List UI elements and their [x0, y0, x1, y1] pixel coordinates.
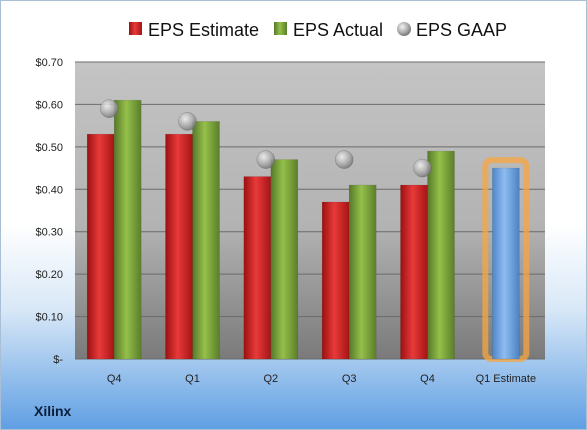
y-tick-label: $0.20	[35, 269, 63, 281]
plot-area	[75, 62, 545, 359]
y-tick-label: $0.70	[35, 57, 63, 69]
eps-estimate-bar	[321, 201, 350, 360]
eps-gaap-point	[413, 158, 432, 178]
eps-estimate-bar	[243, 176, 272, 360]
y-tick-label: $0.10	[35, 312, 63, 324]
eps-actual-bar	[427, 150, 455, 360]
estimate-bar	[492, 167, 520, 360]
eps-gaap-point	[178, 112, 197, 131]
legend-swatch	[274, 22, 287, 35]
y-tick-label: $0.60	[35, 99, 63, 111]
x-tick-label: Q2	[263, 373, 278, 385]
y-tick-label: $0.30	[35, 227, 63, 239]
legend-label: EPS Actual	[293, 20, 383, 40]
legend-swatch	[129, 22, 142, 35]
x-tick-label: Q1 Estimate	[476, 373, 537, 385]
eps-estimate-bar	[86, 133, 115, 360]
y-tick-label: $0.40	[35, 184, 63, 196]
y-tick-label: $0.50	[35, 142, 63, 154]
eps-estimate-bar	[400, 184, 428, 360]
x-tick-label: Q3	[342, 373, 357, 385]
eps-estimate-bar	[165, 133, 193, 360]
x-tick-label: Q4	[107, 373, 122, 385]
x-tick-label: Q4	[420, 373, 435, 385]
legend-label: EPS Estimate	[148, 20, 259, 40]
eps-gaap-point	[334, 150, 354, 169]
eps-actual-bar	[192, 121, 220, 360]
eps-gaap-point	[99, 99, 119, 118]
legend-label: EPS GAAP	[416, 20, 507, 40]
y-tick-label: $-	[53, 354, 63, 366]
eps-actual-bar	[270, 159, 299, 360]
eps-gaap-point	[256, 150, 276, 169]
eps-actual-bar	[113, 99, 142, 360]
legend-swatch	[397, 22, 411, 36]
x-tick-label: Q1	[185, 373, 200, 385]
company-name: Xilinx	[34, 403, 72, 419]
eps-actual-bar	[348, 184, 377, 360]
